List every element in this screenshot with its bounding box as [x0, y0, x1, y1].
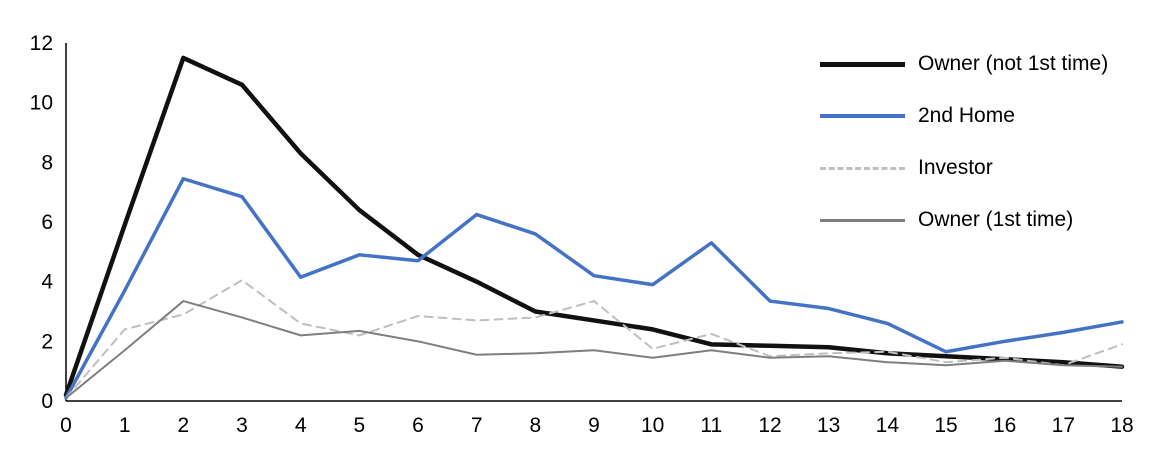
- x-tick-label: 4: [295, 414, 307, 437]
- legend-label-investor: Investor: [918, 156, 993, 179]
- legend-label-2nd-home: 2nd Home: [918, 104, 1015, 127]
- legend-line-owner-not-1st-time: [820, 61, 905, 67]
- x-tick-label: 10: [641, 414, 664, 437]
- x-tick-label: 11: [700, 414, 722, 437]
- x-tick-label: 12: [758, 414, 781, 437]
- x-tick-label: 14: [876, 414, 900, 437]
- legend-line-investor: [820, 166, 905, 170]
- series-line-investor: [65, 279, 1123, 400]
- y-tick-label: 12: [30, 32, 53, 55]
- legend-item-2nd-home: 2nd Home: [820, 98, 1108, 134]
- x-tick-label: 6: [412, 414, 424, 437]
- x-tick-label: 15: [934, 414, 957, 437]
- x-tick-label: 7: [471, 414, 483, 437]
- x-tick-label: 5: [353, 414, 365, 437]
- x-tick-label: 3: [236, 414, 248, 437]
- y-tick-label: 8: [41, 151, 53, 174]
- x-tick-label: 0: [60, 414, 72, 437]
- x-tick-label: 16: [993, 414, 1016, 437]
- x-tick-label: 2: [177, 414, 189, 437]
- series-line-owner-not-1st-time: [63, 55, 1125, 398]
- x-tick-label: 13: [817, 414, 840, 437]
- x-tick-label: 17: [1052, 414, 1075, 437]
- x-tick-label: 9: [588, 414, 600, 437]
- x-tick-label: 1: [119, 414, 131, 437]
- legend-label-owner-not-1st-time: Owner (not 1st time): [918, 52, 1109, 75]
- legend-item-investor: Investor: [820, 150, 1108, 186]
- legend-line-2nd-home: [820, 114, 905, 118]
- legend-line-owner-1st-time: [820, 218, 905, 222]
- y-tick-label: 4: [41, 271, 53, 294]
- y-tick-label: 6: [41, 211, 53, 234]
- legend-item-owner-not-1st-time: Owner (not 1st time): [820, 46, 1108, 82]
- legend-label-owner-1st-time: Owner (1st time): [918, 208, 1074, 231]
- y-tick-label: 2: [41, 330, 53, 353]
- legend: Owner (not 1st time) 2nd Home Investor O…: [820, 46, 1108, 238]
- series-line-2nd-home: [64, 176, 1124, 400]
- legend-item-owner-1st-time: Owner (1st time): [820, 202, 1108, 238]
- y-tick-label: 0: [41, 390, 53, 413]
- y-tick-label: 10: [30, 92, 53, 115]
- series-line-owner-1st-time: [65, 300, 1123, 400]
- x-tick-label: 18: [1110, 414, 1133, 437]
- x-tick-label: 8: [529, 414, 541, 437]
